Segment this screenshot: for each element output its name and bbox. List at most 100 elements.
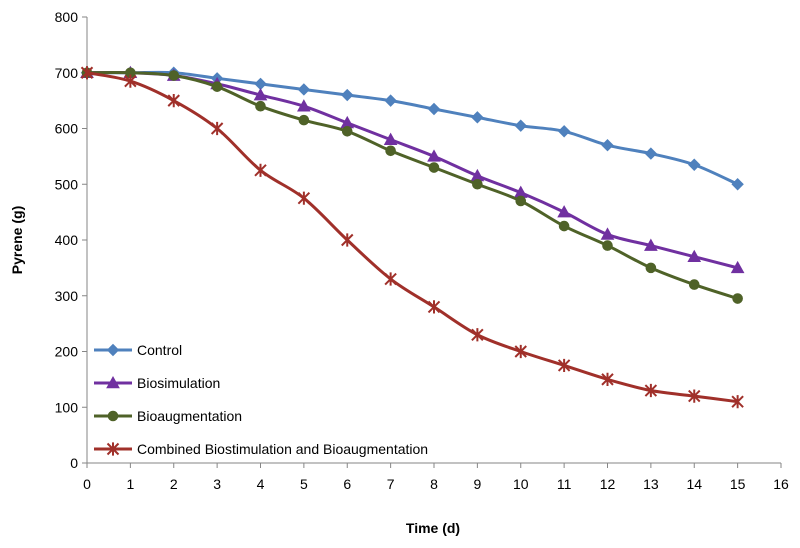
data-point-biosimulation (253, 88, 268, 101)
x-tick-label: 10 (513, 476, 529, 492)
data-point-bioaugmentation (255, 100, 266, 112)
data-point-biosimulation (644, 238, 658, 251)
y-tick-label: 400 (55, 232, 79, 248)
data-point-control (644, 147, 658, 160)
data-point-control (688, 158, 701, 171)
x-tick-label: 9 (473, 476, 481, 492)
legend-swatch-marker (106, 442, 120, 456)
data-point-bioaugmentation (732, 293, 743, 304)
data-point-control (427, 102, 441, 116)
x-tick-label: 8 (430, 476, 438, 492)
data-point-bioaugmentation (515, 195, 527, 207)
data-point-combined-biostimulation-and-bioaugmentation (427, 300, 441, 314)
data-point-combined-biostimulation-and-bioaugmentation (557, 358, 571, 373)
legend: Control Biosimulation Bioaugmentation Combi… (94, 342, 428, 457)
x-tick-label: 1 (126, 476, 134, 492)
legend-entry-control: Control (94, 342, 182, 358)
x-tick-label: 7 (387, 476, 395, 492)
data-point-combined-biostimulation-and-bioaugmentation (297, 191, 311, 205)
data-point-control (731, 178, 744, 191)
y-tick-label: 100 (55, 399, 79, 415)
legend-swatch-marker (106, 343, 120, 357)
data-point-combined-biostimulation-and-bioaugmentation (254, 163, 267, 177)
data-point-bioaugmentation (211, 81, 223, 92)
legend-label: Bioaugmentation (137, 408, 242, 424)
data-point-combined-biostimulation-and-bioaugmentation (514, 344, 527, 359)
data-point-biosimulation (730, 260, 745, 274)
data-point-bioaugmentation (558, 220, 570, 232)
data-point-bioaugmentation (688, 279, 700, 290)
data-point-biosimulation (600, 227, 615, 240)
data-point-combined-biostimulation-and-bioaugmentation (124, 74, 137, 88)
data-point-bioaugmentation (472, 178, 483, 190)
x-tick-label: 5 (300, 476, 308, 492)
data-point-combined-biostimulation-and-bioaugmentation (210, 121, 224, 136)
data-point-combined-biostimulation-and-bioaugmentation (601, 372, 614, 386)
series-layer (80, 65, 745, 409)
x-tick-label: 11 (557, 476, 572, 492)
y-tick-label: 200 (55, 344, 79, 360)
series-line-control (85, 70, 740, 186)
series-combined-biostimulation-and-bioaugmentation (80, 66, 744, 409)
x-tick-label: 6 (343, 476, 351, 492)
x-tick-label: 13 (643, 476, 659, 492)
x-tick-label: 15 (730, 476, 746, 492)
series-bioaugmentation (81, 67, 743, 304)
data-point-bioaugmentation (385, 145, 396, 157)
x-tick-label: 12 (600, 476, 616, 492)
data-point-combined-biostimulation-and-bioaugmentation (384, 272, 397, 286)
x-tick-label: 0 (83, 476, 91, 492)
data-point-control (557, 125, 571, 138)
y-tick-label: 300 (55, 288, 79, 304)
data-point-biosimulation (383, 132, 398, 145)
x-tick-label: 14 (686, 476, 702, 492)
data-point-combined-biostimulation-and-bioaugmentation (80, 66, 94, 80)
data-point-control (601, 139, 614, 152)
data-point-bioaugmentation (645, 262, 657, 274)
data-point-combined-biostimulation-and-bioaugmentation (167, 94, 180, 108)
x-tick-label: 3 (213, 476, 221, 492)
x-tick-label: 4 (257, 476, 265, 492)
y-tick-label: 600 (55, 121, 79, 137)
data-point-bioaugmentation (168, 70, 180, 81)
y-tick-label: 800 (55, 9, 79, 25)
data-point-combined-biostimulation-and-bioaugmentation (731, 395, 744, 409)
data-point-control (471, 111, 484, 124)
legend-entry-biosimulation: Biosimulation (94, 375, 220, 391)
data-point-control (297, 83, 311, 96)
y-tick-label: 700 (55, 65, 79, 81)
series-biosimulation (80, 65, 745, 274)
data-point-bioaugmentation (602, 240, 613, 251)
data-point-control (514, 119, 527, 132)
data-point-combined-biostimulation-and-bioaugmentation (688, 389, 701, 403)
data-point-bioaugmentation (298, 114, 310, 126)
data-point-biosimulation (557, 205, 571, 218)
data-point-combined-biostimulation-and-bioaugmentation (471, 328, 484, 342)
legend-label: Combined Biostimulation and Bioaugmentat… (137, 441, 428, 457)
y-tick-label: 500 (55, 176, 79, 192)
data-point-biosimulation (297, 99, 311, 112)
data-point-control (254, 77, 267, 91)
data-point-control (341, 88, 354, 102)
legend-swatch-marker (107, 410, 119, 422)
x-tick-label: 16 (773, 476, 789, 492)
x-axis-title: Time (d) (406, 520, 460, 536)
data-point-biosimulation (687, 249, 702, 263)
series-line-combined-biostimulation-and-bioaugmentation (85, 71, 740, 404)
series-line-biosimulation (85, 71, 740, 270)
x-tick-label: 2 (170, 476, 178, 492)
y-tick-label: 0 (70, 455, 78, 471)
data-point-combined-biostimulation-and-bioaugmentation (644, 383, 658, 398)
series-line-bioaugmentation (85, 71, 740, 301)
series-control (80, 66, 744, 191)
data-point-combined-biostimulation-and-bioaugmentation (341, 233, 354, 247)
legend-label: Biosimulation (137, 375, 220, 391)
legend-entry-combined-biostimulation-and-bioaugmentation: Combined Biostimulation and Bioaugmentat… (94, 441, 428, 457)
data-point-bioaugmentation (341, 125, 353, 137)
data-point-bioaugmentation (428, 162, 440, 173)
y-axis-title: Pyrene (g) (9, 206, 25, 274)
legend-swatch-marker (106, 375, 120, 389)
